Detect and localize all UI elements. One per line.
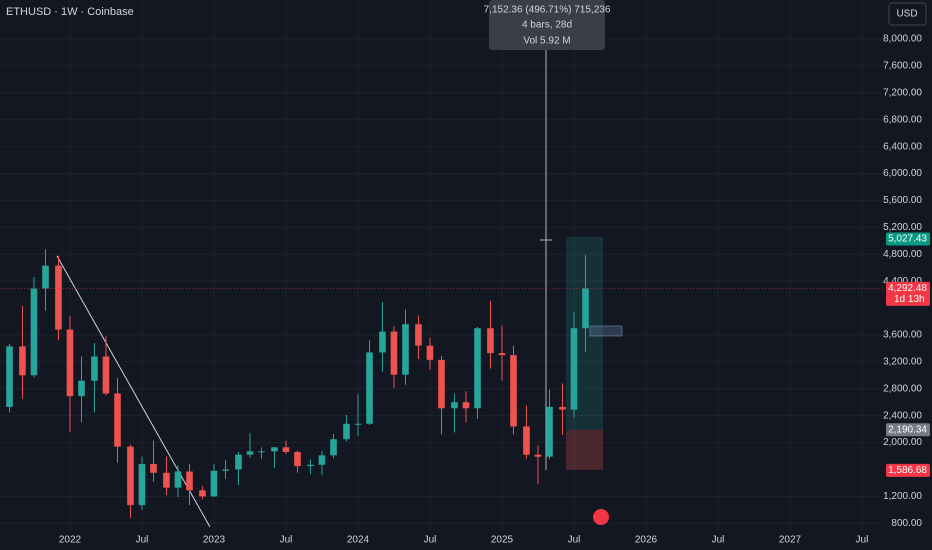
x-tick-label: 2025	[491, 535, 514, 546]
candle-body	[354, 423, 362, 425]
y-tick-label: 1,200.00	[883, 491, 922, 502]
candle-body	[246, 451, 254, 455]
candle-body	[582, 288, 589, 329]
candle-body	[174, 471, 182, 488]
candle-body	[498, 353, 506, 356]
candle-body	[510, 355, 517, 427]
candle-body	[127, 446, 134, 506]
y-tick-label: 4,800.00	[883, 249, 922, 260]
price-label: 2,190.34	[888, 424, 927, 435]
candle-body	[55, 265, 62, 330]
y-tick-label: 7,200.00	[883, 87, 922, 98]
price-label-box	[886, 232, 930, 246]
candle-body	[462, 402, 470, 409]
tooltip-line: Vol 5.92 M	[523, 36, 570, 47]
candle-body	[546, 406, 553, 457]
candle-body	[366, 352, 373, 424]
candle-body	[379, 331, 386, 353]
candle-body	[330, 439, 337, 456]
x-tick-label: 2022	[59, 535, 82, 546]
x-tick-label: Jul	[136, 535, 149, 546]
price-label-box	[886, 423, 930, 437]
candle-body	[559, 406, 566, 410]
measure-tooltip	[489, 0, 605, 50]
y-tick-label: 3,600.00	[883, 330, 922, 341]
candle-body	[186, 471, 193, 491]
zone-box	[589, 325, 623, 337]
candle-body	[451, 402, 458, 409]
candle-body	[114, 393, 121, 447]
price-label-note: 1d 13h	[894, 294, 925, 305]
candle-body	[91, 356, 98, 381]
y-tick-label: 5,600.00	[883, 195, 922, 206]
currency[interactable]: USD	[896, 9, 917, 20]
y-tick-label: 6,400.00	[883, 141, 922, 152]
x-tick-label: Jul	[424, 535, 437, 546]
x-tick-label: Jul	[280, 535, 293, 546]
y-tick-label: 8,000.00	[883, 34, 922, 45]
price-label: 1,586.68	[888, 465, 927, 476]
candle-body	[487, 328, 494, 354]
candle-body	[6, 346, 13, 407]
candle-body	[282, 447, 290, 452]
candle-body	[163, 472, 170, 488]
chart-title: ETHUSD · 1W · Coinbase	[6, 6, 134, 18]
price-label: 4,292.48	[888, 283, 927, 294]
candle-body	[390, 331, 398, 375]
candle-body	[402, 324, 409, 375]
candle-body	[42, 265, 49, 289]
candle-body	[150, 464, 157, 473]
candle-body	[271, 447, 278, 452]
candle-body	[570, 328, 578, 410]
y-tick-label: 2,400.00	[883, 410, 922, 421]
candle-body	[235, 454, 242, 470]
x-tick-label: Jul	[712, 535, 725, 546]
candle-body	[318, 455, 326, 465]
candle-body	[426, 345, 434, 360]
y-tick-label: 7,600.00	[883, 61, 922, 72]
x-tick-label: 2026	[635, 535, 658, 546]
tooltip-line: 7,152.36 (496.71%) 715,236	[484, 5, 611, 16]
candle-body	[222, 469, 229, 471]
price-label-box	[886, 463, 930, 477]
price-label: 5,027.43	[888, 234, 927, 245]
y-tick-label: 6,000.00	[883, 168, 922, 179]
y-tick-label: 4,400.00	[883, 276, 922, 287]
candle-body	[78, 380, 85, 397]
event-icon[interactable]	[593, 509, 609, 525]
candle-body	[438, 359, 445, 409]
price-label-box	[886, 281, 930, 306]
x-tick-label: 2023	[203, 535, 226, 546]
candle-body	[307, 464, 314, 467]
y-tick-label: 800.00	[891, 518, 922, 529]
y-tick-label: 5,200.00	[883, 222, 922, 233]
trend-line	[56, 255, 211, 528]
candle-body	[534, 454, 542, 457]
stop-zone	[566, 430, 603, 470]
candle-body	[415, 324, 422, 346]
candle-body	[210, 470, 218, 497]
candle-body	[66, 329, 74, 397]
x-tick-label: 2024	[347, 535, 370, 546]
candle-body	[294, 451, 301, 467]
candle-body	[30, 288, 38, 376]
y-tick-label: 2,800.00	[883, 383, 922, 394]
candle-body	[474, 328, 481, 409]
candle-body	[102, 356, 110, 394]
x-tick-label: 2027	[779, 535, 802, 546]
y-tick-label: 3,200.00	[883, 356, 922, 367]
y-tick-label: 2,000.00	[883, 437, 922, 448]
candle-body	[19, 346, 26, 376]
currency-button[interactable]	[888, 2, 927, 26]
x-tick-label: Jul	[568, 535, 581, 546]
y-tick-label: 6,800.00	[883, 114, 922, 125]
x-tick-label: Jul	[856, 535, 869, 546]
candle-body	[258, 451, 265, 453]
candle-body	[343, 423, 350, 440]
candle-body	[138, 464, 146, 506]
tooltip-line: 4 bars, 28d	[522, 20, 572, 31]
candle-body	[523, 426, 530, 455]
candle-body	[199, 490, 206, 497]
